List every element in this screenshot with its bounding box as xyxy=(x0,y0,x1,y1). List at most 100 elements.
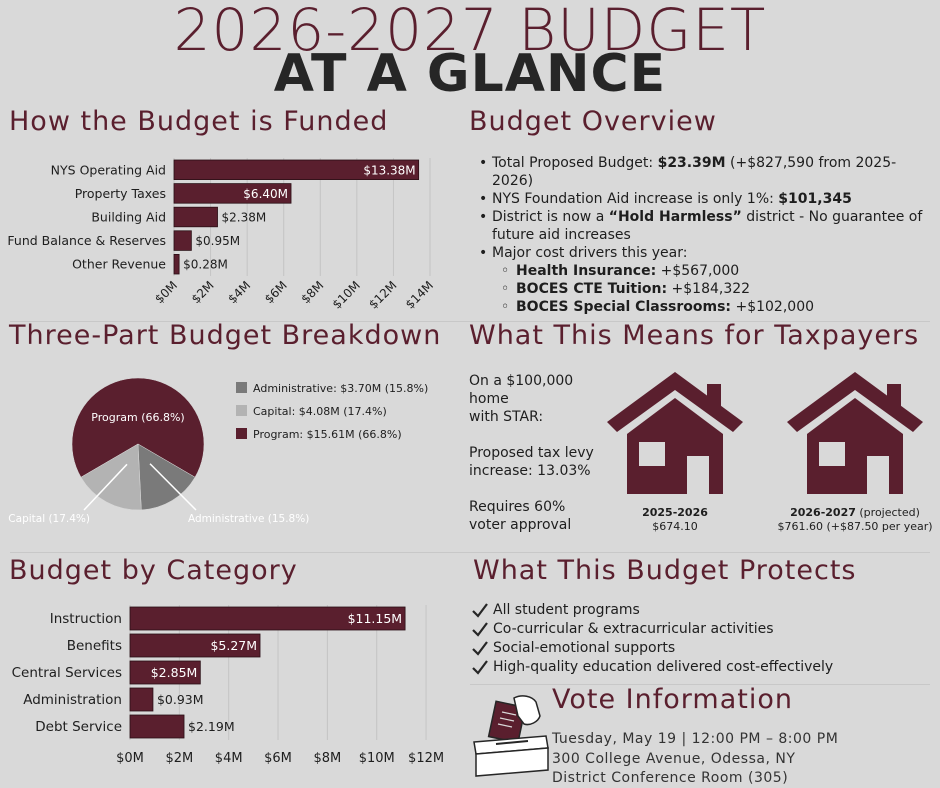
pie-slice xyxy=(80,443,142,511)
protects-list: All student programs Co-curricular & ext… xyxy=(471,601,931,677)
bar xyxy=(129,660,201,685)
tick-label: $8M xyxy=(298,278,326,306)
bar xyxy=(129,687,154,712)
legend-label: Capital: $4.08M (17.4%) xyxy=(253,405,387,418)
vote-details: Tuesday, May 19 | 12:00 PM – 8:00 PM 300… xyxy=(552,730,932,788)
tax-approval: Requires 60% voter approval xyxy=(469,499,572,533)
data-label: $2.38M xyxy=(222,211,267,225)
bar xyxy=(173,159,420,181)
data-label: $2.19M xyxy=(188,719,235,734)
overview-item: NYS Foundation Aid increase is only 1%: … xyxy=(470,190,935,208)
page-title-line2: AT A GLANCE xyxy=(273,44,667,104)
category-bar-chart: Instruction $11.15M Benefits $5.27M Central … xyxy=(12,605,444,766)
vote-date: Tuesday, May 19 | 12:00 PM – 8:00 PM xyxy=(552,731,839,747)
cost-driver-item: BOCES CTE Tuition: +$184,322 xyxy=(492,280,935,298)
overview-item: Total Proposed Budget: $23.39M (+$827,59… xyxy=(470,154,935,190)
cost-driver-item: Health Insurance: +$567,000 xyxy=(492,262,935,280)
tick-label: $14M xyxy=(403,278,436,311)
funded-bar-chart: NYS Operating Aid $13.38M Property Taxes $6… xyxy=(7,158,436,312)
data-label: $11.15M xyxy=(348,611,403,626)
overview-title: Budget Overview xyxy=(469,106,717,137)
section-divider xyxy=(10,321,930,322)
ballot-box-icon xyxy=(473,695,549,777)
data-label: $0.28M xyxy=(183,258,228,272)
category-label: Fund Balance & Reserves xyxy=(7,233,166,248)
checkmark-icon xyxy=(472,641,488,656)
tick-label: $4M xyxy=(225,278,253,306)
pie-slice xyxy=(137,443,196,511)
section-divider xyxy=(470,684,930,685)
category-label: Other Revenue xyxy=(72,257,166,272)
category-label: Benefits xyxy=(67,638,122,654)
category-title: Budget by Category xyxy=(9,555,298,586)
bar xyxy=(173,254,180,275)
tick-label: $2M xyxy=(189,278,217,306)
protects-title: What This Budget Protects xyxy=(473,555,857,586)
legend-swatch xyxy=(236,382,247,393)
breakdown-title: Three-Part Budget Breakdown xyxy=(9,320,442,351)
tax-levy: Proposed tax levy increase: 13.03% xyxy=(469,445,594,479)
house-label-2026: 2026-2027 (projected) $761.60 (+$87.50 p… xyxy=(777,506,933,533)
category-label: Administration xyxy=(23,692,122,708)
tick-label: $12M xyxy=(408,751,444,766)
tick-label: $6M xyxy=(262,278,290,306)
checkmark-icon xyxy=(472,603,488,618)
category-label: NYS Operating Aid xyxy=(51,162,166,177)
tick-label: $0M xyxy=(152,278,180,306)
data-label: $0.93M xyxy=(157,692,204,707)
tick-label: $4M xyxy=(215,751,243,766)
overview-item: Major cost drivers this year: Health Ins… xyxy=(470,244,935,316)
legend-label: Administrative: $3.70M (15.8%) xyxy=(253,382,428,395)
bar xyxy=(129,606,406,631)
house-icon xyxy=(787,372,923,494)
protects-item: Co-curricular & extracurricular activiti… xyxy=(471,620,931,639)
data-label: $2.85M xyxy=(151,665,198,680)
tick-label: $8M xyxy=(313,751,341,766)
legend-swatch xyxy=(236,428,247,439)
house-label-2025: 2025-2026 $674.10 xyxy=(642,506,708,533)
vote-room: District Conference Room (305) xyxy=(552,770,789,786)
category-label: Property Taxes xyxy=(75,186,166,201)
protects-item: All student programs xyxy=(471,601,931,620)
overview-item: District is now a “Hold Harmless” distri… xyxy=(470,208,935,244)
tick-label: $6M xyxy=(264,751,292,766)
overview-list: Total Proposed Budget: $23.39M (+$827,59… xyxy=(470,154,935,316)
tick-label: $10M xyxy=(359,751,395,766)
data-label: $6.40M xyxy=(243,187,288,201)
legend-label: Program: $15.61M (66.8%) xyxy=(253,428,402,441)
data-label: $0.95M xyxy=(195,234,240,248)
bar xyxy=(173,230,192,251)
breakdown-pie-chart: Program (66.8%) Administrative (15.8%) Cap… xyxy=(8,377,428,525)
data-label: $5.27M xyxy=(210,638,257,653)
protects-item: High-quality education delivered cost-ef… xyxy=(471,658,931,677)
section-divider xyxy=(10,552,930,553)
cost-driver-item: BOCES Special Classrooms: +$102,000 xyxy=(492,298,935,316)
page-title-line1: 2026-2027 BUDGET xyxy=(173,0,767,64)
tick-label: $2M xyxy=(165,751,193,766)
slice-label: Program (66.8%) xyxy=(91,411,184,424)
tax-intro: On a $100,000 home with STAR: xyxy=(469,373,574,425)
leader-line xyxy=(83,463,128,511)
tick-label: $10M xyxy=(330,278,363,311)
category-label: Instruction xyxy=(50,611,122,627)
protects-item: Social-emotional supports xyxy=(471,639,931,658)
house-icon xyxy=(607,372,743,494)
category-label: Central Services xyxy=(12,665,122,681)
slice-label: Capital (17.4%) xyxy=(8,513,90,525)
tick-label: $0M xyxy=(116,751,144,766)
pie-slice xyxy=(71,377,205,478)
checkmark-icon xyxy=(472,622,488,637)
bar xyxy=(173,206,218,228)
bar xyxy=(173,183,292,204)
vote-title: Vote Information xyxy=(552,684,793,715)
leader-line xyxy=(149,463,197,511)
bar xyxy=(129,714,185,739)
bar xyxy=(129,633,261,658)
slice-label: Administrative (15.8%) xyxy=(188,513,309,525)
data-label: $13.38M xyxy=(363,163,415,177)
vote-address: 300 College Avenue, Odessa, NY xyxy=(552,750,796,767)
legend-swatch xyxy=(236,405,247,416)
category-label: Building Aid xyxy=(91,210,166,225)
checkmark-icon xyxy=(472,660,488,675)
funded-title: How the Budget is Funded xyxy=(9,106,389,137)
